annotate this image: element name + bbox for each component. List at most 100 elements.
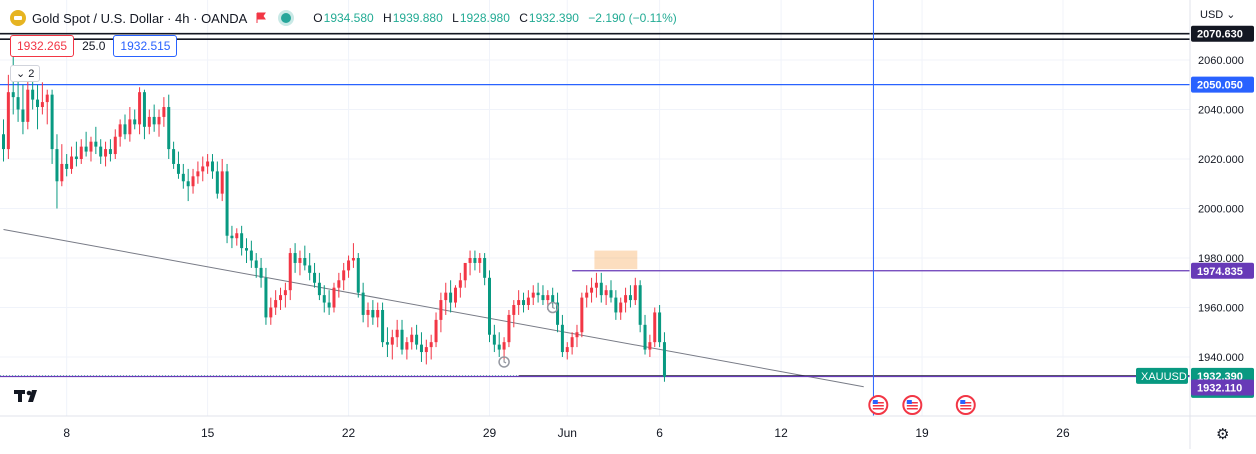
candle-body [648, 342, 652, 350]
highlight-box [594, 250, 638, 270]
candle-body [444, 292, 448, 301]
candle-body [439, 300, 443, 320]
chevron-down-icon: ⌄ [1226, 9, 1236, 21]
candle-body [488, 277, 491, 335]
candle-body [142, 92, 146, 127]
candle-body [36, 99, 40, 108]
x-tick-label: 8 [63, 426, 70, 440]
candle-body [337, 280, 341, 288]
event-flag-icon [955, 395, 976, 415]
x-tick-label: Jun [558, 426, 577, 440]
blue-resistance-label-bg [1191, 76, 1254, 93]
flag-icon[interactable] [255, 12, 267, 24]
candle-body [541, 295, 545, 301]
candle-body [245, 248, 248, 251]
candle-body [381, 309, 385, 343]
candle-body [361, 292, 365, 315]
candle-body [449, 292, 453, 303]
ohlc-values: O1934.580 H1939.880 L1928.980 C1932.390 … [313, 11, 683, 25]
candle-body [351, 258, 355, 261]
candle-body [279, 295, 283, 301]
candle-body [342, 270, 346, 281]
high-line-1-price-label: 2070.630 [1197, 29, 1243, 41]
candle-body [633, 285, 637, 301]
trade-panel: 1932.265 25.0 1932.515 [10, 35, 178, 57]
candle-body [230, 235, 234, 239]
x-tick-label: 22 [342, 426, 356, 440]
currency-selector[interactable]: USD ⌄ [1200, 8, 1236, 21]
candle-body [181, 173, 185, 182]
candle-body [526, 297, 530, 306]
x-tick-label: 29 [483, 426, 497, 440]
y-tick-label: 1980.000 [1198, 253, 1244, 265]
candle-body [191, 176, 195, 187]
symbol-tag: XAUUSD [1141, 371, 1187, 383]
candle-body [118, 124, 122, 137]
ohlc-change-value: −2.190 (−0.11%) [588, 11, 677, 25]
ohlc-open-key: O [313, 11, 323, 25]
candle-body [551, 295, 555, 303]
candle-body [235, 233, 239, 239]
candle-body [424, 347, 428, 353]
candle-body [502, 342, 506, 350]
candle-body [327, 302, 331, 308]
candle-body [89, 141, 93, 152]
candle-body [288, 253, 292, 291]
candle-body [108, 149, 112, 155]
candle-body [483, 258, 487, 278]
candle-body [201, 166, 205, 172]
candle-body [196, 171, 200, 177]
candle-body [585, 292, 589, 298]
candle-body [643, 324, 647, 350]
candle-body [429, 342, 433, 348]
candle-body [434, 319, 438, 343]
candle-body [594, 282, 598, 288]
support-purple-label-bg-2 [1191, 379, 1254, 396]
candle-body [298, 258, 302, 263]
range-top-label-bg [1191, 262, 1254, 279]
candle-body [113, 136, 117, 155]
buy-button[interactable]: 1932.515 [113, 35, 178, 57]
ohlc-low-value: 1928.980 [459, 11, 510, 25]
candle-body [512, 305, 516, 315]
candle-body [94, 141, 98, 147]
alarm-icon [546, 301, 559, 314]
candle-body [84, 146, 88, 152]
candle-body [590, 287, 594, 293]
candle-body [599, 282, 603, 296]
spread-value: 25.0 [82, 39, 106, 53]
ohlc-close-key: C [519, 11, 528, 25]
candle-body [638, 285, 642, 325]
symbol-title[interactable]: Gold Spot / U.S. Dollar · 4h · OANDA [32, 10, 248, 26]
ohlc-high-value: 1939.880 [392, 11, 443, 25]
candle-body [546, 295, 550, 301]
candle-body [303, 258, 307, 266]
market-open-icon [281, 13, 292, 23]
gear-icon[interactable]: ⚙ [1216, 426, 1230, 443]
candle-body [133, 119, 137, 125]
candle-body [322, 295, 326, 303]
tradingview-logo-icon[interactable] [14, 389, 44, 408]
event-flag-icon [868, 395, 889, 415]
candle-body [458, 280, 462, 288]
candle-body [254, 260, 258, 268]
candle-body [293, 253, 297, 263]
y-tick-label: 2040.000 [1198, 105, 1244, 117]
candle-body [128, 119, 132, 135]
candle-body [123, 124, 127, 135]
y-tick-label: 2000.000 [1198, 204, 1244, 216]
candle-body [347, 260, 351, 271]
candle-body [50, 94, 54, 150]
candle-body [332, 287, 336, 308]
indicators-toggle-button[interactable]: ⌄ 2 [10, 65, 41, 82]
candle-body [55, 149, 59, 182]
sell-button[interactable]: 1932.265 [10, 35, 75, 57]
candle-body [580, 297, 584, 333]
candle-body [99, 146, 103, 157]
chevron-down-icon: ⌄ [16, 68, 26, 80]
support-purple-price-label-2: 1932.110 [1197, 383, 1242, 395]
candle-body [264, 277, 268, 318]
candle-body [16, 97, 20, 110]
